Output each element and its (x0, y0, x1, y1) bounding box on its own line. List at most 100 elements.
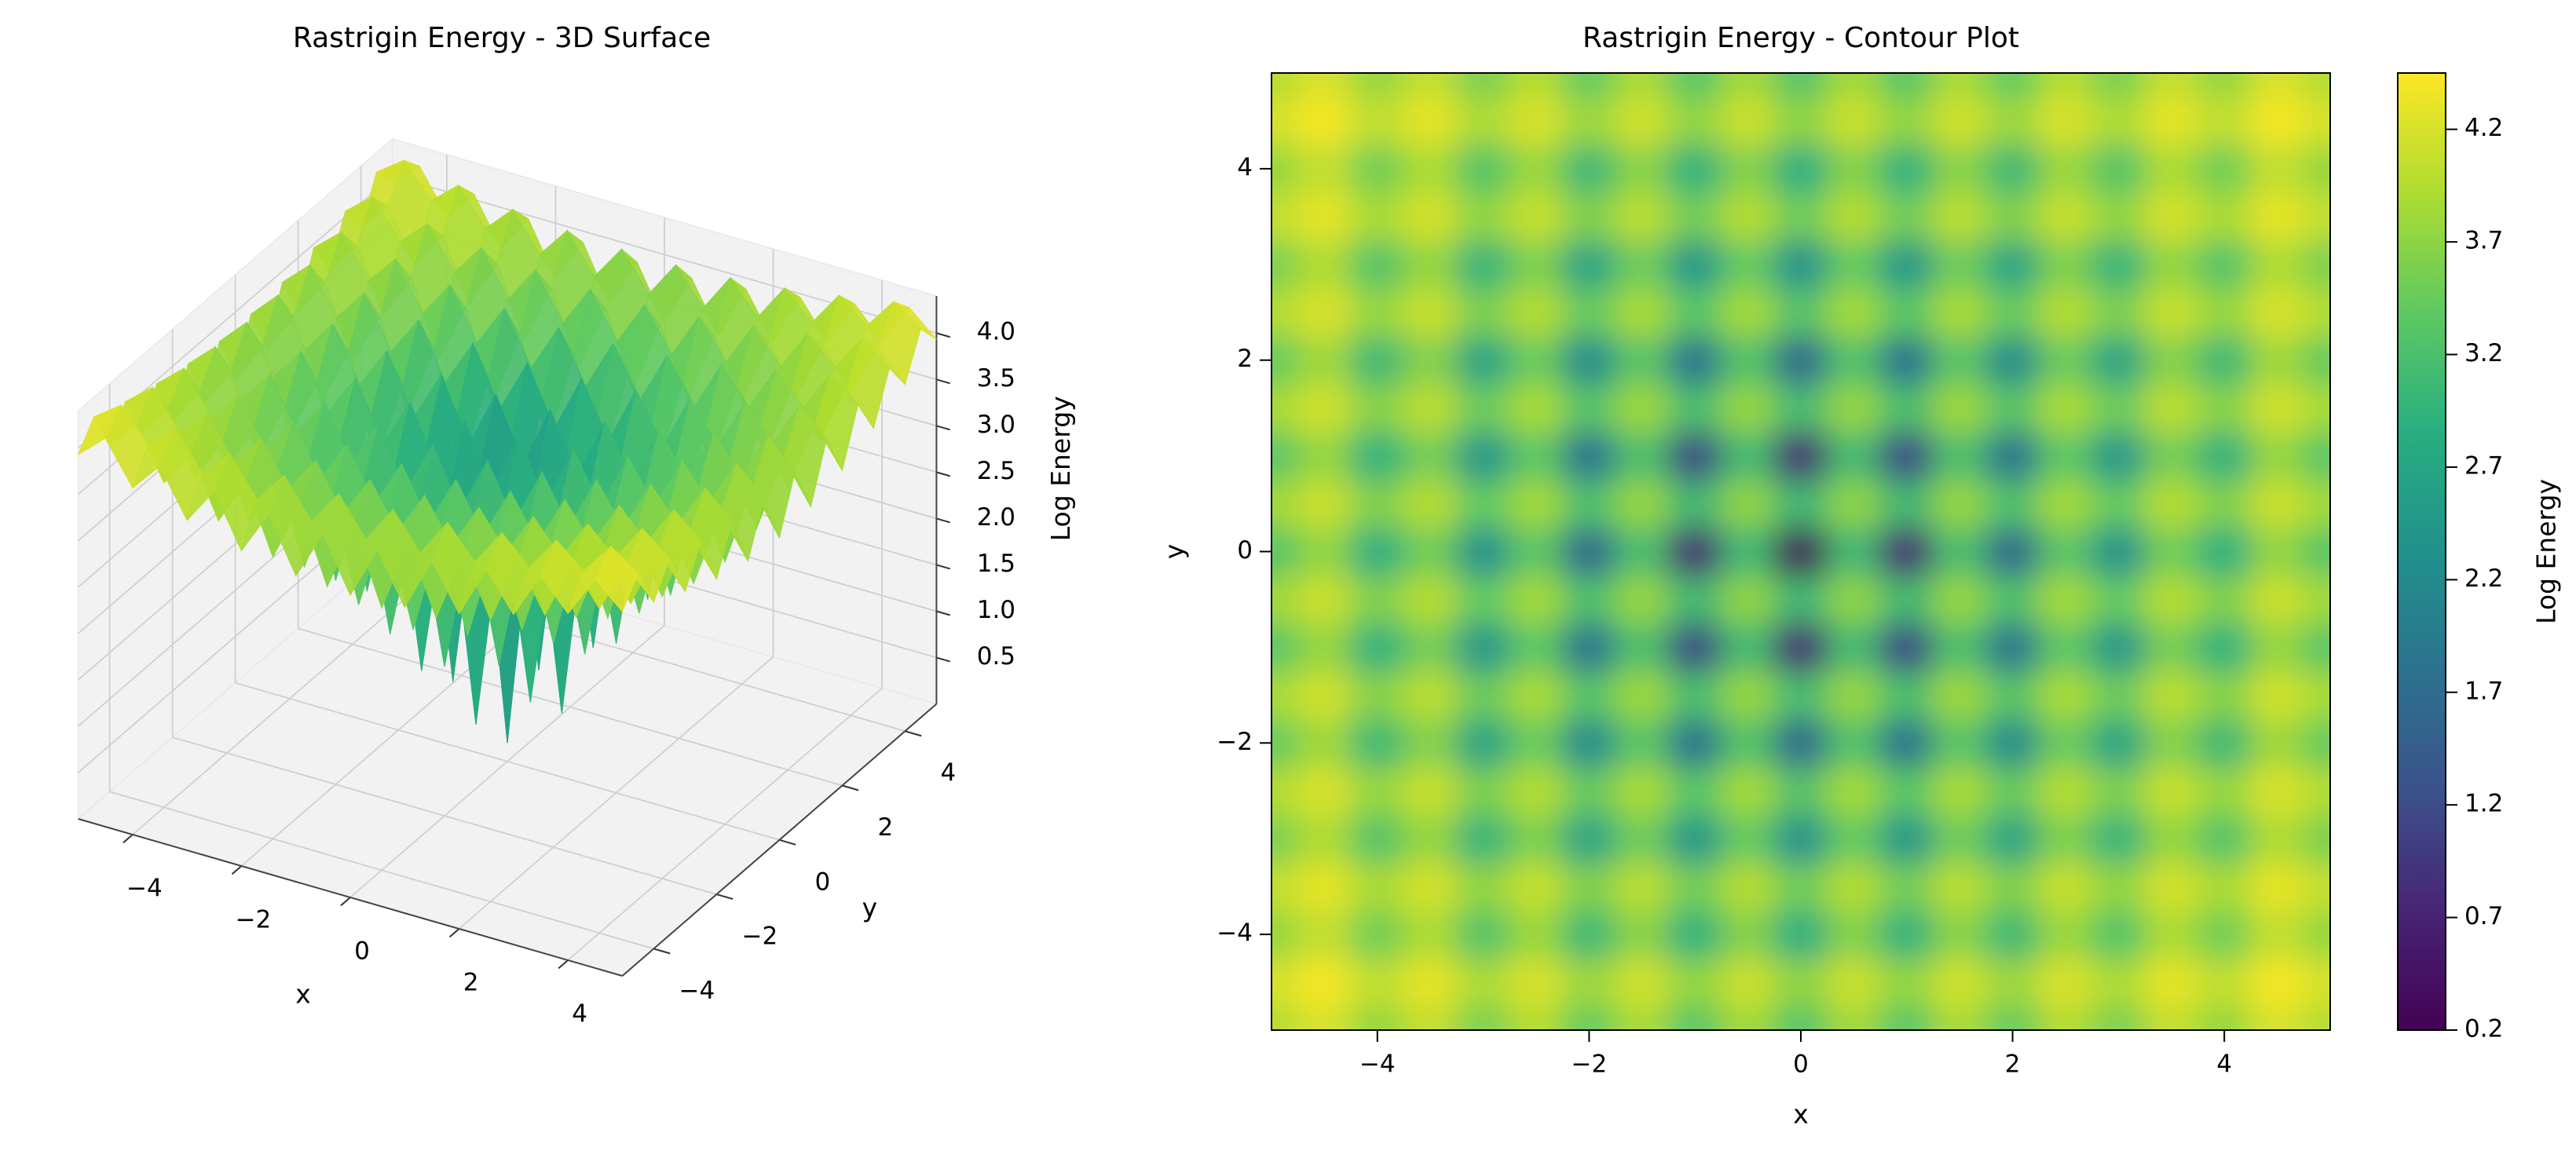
contour-cell (2144, 96, 2199, 146)
tick-mark (936, 332, 950, 338)
contour-cell (2038, 957, 2093, 1007)
contour-cell (1615, 144, 1670, 194)
contour-cell (2038, 383, 2093, 433)
contour-cell (1403, 670, 1458, 720)
colorbar-tick-label: 4.2 (2464, 114, 2503, 142)
contour-cell (2303, 909, 2330, 959)
contour-cell (1826, 527, 1882, 576)
contour-cell (1561, 192, 1617, 242)
contour-cell (1720, 957, 1776, 1007)
contour-cell (2038, 96, 2093, 146)
contour-cell (1985, 527, 2040, 576)
contour-cell (2144, 73, 2199, 98)
contour-cell (2249, 383, 2305, 433)
contour-cell (1297, 670, 1352, 720)
contour-cell (1720, 96, 1776, 146)
contour-cell (1985, 287, 2040, 338)
contour-cell (2144, 622, 2199, 672)
contour-cell (1272, 287, 1299, 338)
contour-cell (1509, 909, 1564, 959)
contour-cell (1272, 574, 1299, 624)
contour-cell (2038, 670, 2093, 720)
contour-cell (1667, 813, 1722, 864)
contour-cell (1773, 909, 1828, 959)
contour-cell (1826, 431, 1882, 481)
z-tick-label: 0.5 (977, 642, 1015, 671)
contour-cell (1879, 192, 1934, 242)
contour-cell (2144, 431, 2199, 481)
contour-cell (1826, 287, 1882, 338)
contour-cell (1773, 431, 1828, 481)
chart-title: Rastrigin Energy - Contour Plot (1583, 22, 2019, 54)
contour-cell (2038, 144, 2093, 194)
contour-cell (1297, 1005, 1352, 1030)
contour-cell (1826, 813, 1882, 864)
contour-cell (2038, 335, 2093, 385)
contour-cell (2091, 574, 2146, 624)
contour-cell (2197, 670, 2252, 720)
contour-cell (1667, 622, 1722, 672)
contour-cell (1272, 96, 1299, 146)
contour-cell (1615, 527, 1670, 576)
contour-cell (1615, 957, 1670, 1007)
contour-cell (1455, 73, 1511, 98)
contour-cell (2249, 909, 2305, 959)
contour-cell (1272, 957, 1299, 1007)
contour-cell (2038, 622, 2093, 672)
contour-cell (2249, 766, 2305, 816)
contour-cell (1297, 192, 1352, 242)
contour-cell (1561, 479, 1617, 529)
colorbar-tick-label: 1.7 (2464, 677, 2503, 705)
contour-cell (1455, 957, 1511, 1007)
contour-cell (1561, 909, 1617, 959)
contour-cell (1561, 73, 1617, 98)
contour-cell (1403, 574, 1458, 624)
contour-cell (1561, 861, 1617, 912)
contour-cell (1826, 144, 1882, 194)
contour-cell (2249, 813, 2305, 864)
contour-cell (2303, 73, 2330, 98)
contour-cell (1985, 192, 2040, 242)
contour-cell (1350, 670, 1405, 720)
contour-cell (1455, 574, 1511, 624)
contour-cell (2144, 861, 2199, 912)
contour-cell (2091, 335, 2146, 385)
contour-cell (1932, 957, 1987, 1007)
x-axis-label: x (1793, 1099, 1809, 1130)
contour-cell (2144, 718, 2199, 768)
contour-cell (2303, 861, 2330, 912)
contour-cell (1985, 861, 2040, 912)
tick-mark (936, 610, 950, 616)
contour-cell (1879, 1005, 1934, 1030)
contour-cell (1350, 192, 1405, 242)
contour-cell (1403, 96, 1458, 146)
contour-cell (1720, 479, 1776, 529)
contour-cell (1985, 718, 2040, 768)
contour-cell (1667, 957, 1722, 1007)
contour-cell (1455, 144, 1511, 194)
contour-cell (1403, 287, 1458, 338)
contour-cell (1720, 909, 1776, 959)
contour-cell (1773, 73, 1828, 98)
contour-cell (1350, 287, 1405, 338)
contour-cell (1826, 96, 1882, 146)
contour-cell (1932, 287, 1987, 338)
contour-cell (1297, 861, 1352, 912)
contour-cell (2197, 574, 2252, 624)
contour-cell (1509, 527, 1564, 576)
contour-cell (1985, 1005, 2040, 1030)
contour-cell (2091, 909, 2146, 959)
contour-cell (2303, 383, 2330, 433)
contour-cell (2038, 192, 2093, 242)
contour-cell (1509, 73, 1564, 98)
z-tick-label: 1.0 (977, 596, 1015, 624)
contour-cell (1509, 718, 1564, 768)
z-tick-label: 3.5 (977, 364, 1015, 393)
contour-cell (2144, 909, 2199, 959)
contour-cell (1297, 718, 1352, 768)
contour-cell (1826, 909, 1882, 959)
contour-cell (1297, 335, 1352, 385)
contour-cell (1985, 73, 2040, 98)
contour-cell (2197, 335, 2252, 385)
